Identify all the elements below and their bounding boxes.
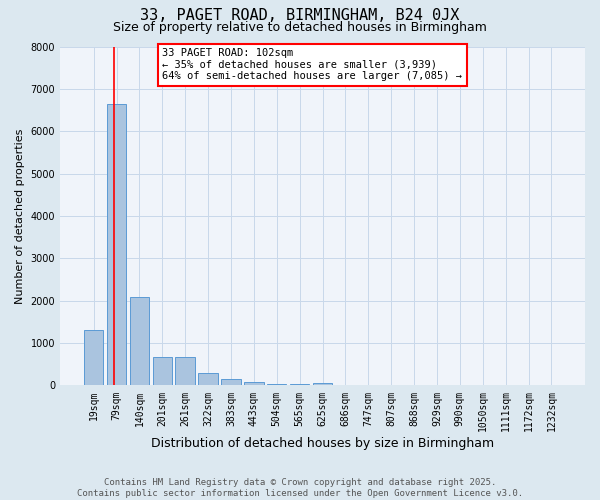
Text: Size of property relative to detached houses in Birmingham: Size of property relative to detached ho… <box>113 21 487 34</box>
Bar <box>221 379 241 386</box>
Bar <box>313 383 332 386</box>
Bar <box>199 372 218 386</box>
X-axis label: Distribution of detached houses by size in Birmingham: Distribution of detached houses by size … <box>151 437 494 450</box>
Bar <box>107 104 126 386</box>
Text: 33, PAGET ROAD, BIRMINGHAM, B24 0JX: 33, PAGET ROAD, BIRMINGHAM, B24 0JX <box>140 8 460 22</box>
Bar <box>130 297 149 386</box>
Y-axis label: Number of detached properties: Number of detached properties <box>15 128 25 304</box>
Text: Contains HM Land Registry data © Crown copyright and database right 2025.
Contai: Contains HM Land Registry data © Crown c… <box>77 478 523 498</box>
Bar <box>244 382 263 386</box>
Text: 33 PAGET ROAD: 102sqm
← 35% of detached houses are smaller (3,939)
64% of semi-d: 33 PAGET ROAD: 102sqm ← 35% of detached … <box>163 48 463 82</box>
Bar <box>175 358 195 386</box>
Bar <box>152 358 172 386</box>
Bar <box>84 330 103 386</box>
Bar <box>267 384 286 386</box>
Bar <box>290 384 310 386</box>
